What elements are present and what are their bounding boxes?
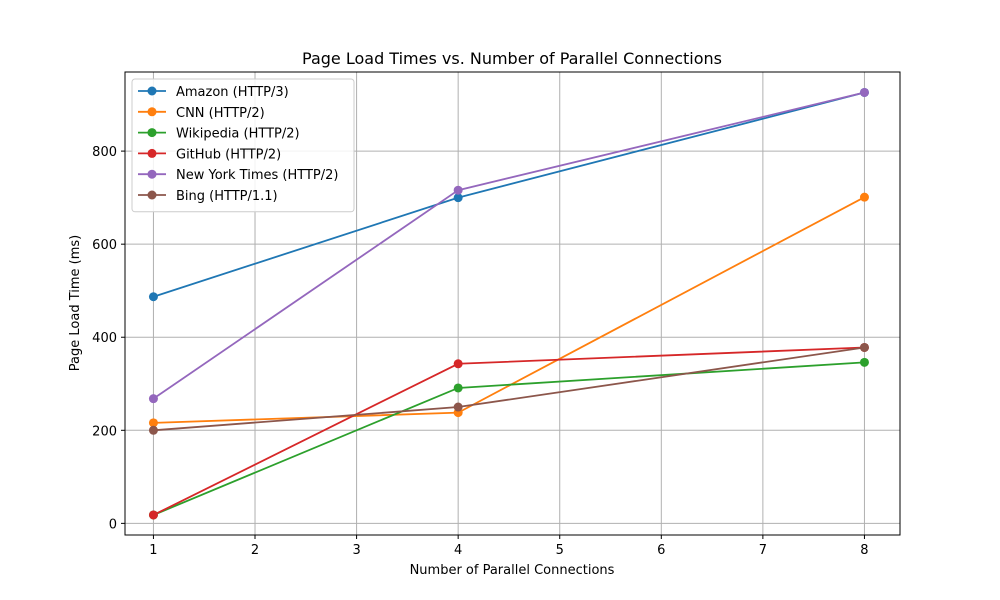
- y-tick-label: 200: [92, 424, 117, 439]
- data-point: [148, 425, 158, 435]
- legend-marker: [147, 107, 157, 117]
- data-point: [453, 193, 463, 203]
- x-tick-label: 8: [860, 543, 868, 558]
- legend: Amazon (HTTP/3) CNN (HTTP/2) Wikipedia (HT…: [131, 78, 355, 213]
- data-point: [453, 185, 463, 195]
- data-point: [148, 292, 158, 302]
- legend-marker: [147, 148, 157, 158]
- grid-lines: [125, 72, 900, 535]
- x-tick-label: 6: [657, 543, 665, 558]
- data-point: [148, 418, 158, 428]
- legend-label: GitHub (HTTP/2): [176, 147, 281, 162]
- y-axis-label: Page Load Time (ms): [68, 235, 83, 371]
- data-point: [148, 510, 158, 520]
- data-point: [859, 342, 869, 352]
- y-axis-ticks: 0 200 400 600 800: [92, 145, 125, 532]
- y-tick-label: 600: [92, 238, 117, 253]
- x-axis-label: Number of Parallel Connections: [410, 563, 615, 578]
- data-point: [453, 359, 463, 369]
- data-point: [859, 192, 869, 202]
- x-tick-label: 1: [149, 543, 157, 558]
- data-point: [453, 383, 463, 393]
- y-tick-label: 0: [109, 517, 117, 532]
- x-tick-label: 2: [251, 543, 259, 558]
- legend-marker: [147, 190, 157, 200]
- legend-label: Wikipedia (HTTP/2): [176, 127, 300, 142]
- legend-label: Bing (HTTP/1.1): [176, 189, 278, 204]
- chart-title: Page Load Times vs. Number of Parallel C…: [302, 49, 722, 68]
- legend-box: [131, 78, 355, 213]
- legend-label: CNN (HTTP/2): [176, 106, 265, 121]
- data-point: [148, 394, 158, 404]
- legend-marker: [147, 86, 157, 96]
- x-tick-label: 7: [759, 543, 767, 558]
- legend-label: New York Times (HTTP/2): [176, 168, 338, 183]
- data-point: [859, 357, 869, 367]
- plot-frame: [124, 71, 901, 536]
- x-tick-label: 4: [454, 543, 462, 558]
- legend-label: Amazon (HTTP/3): [176, 85, 289, 100]
- x-axis-ticks: 1 2 3 4 5 6 7 8: [149, 535, 869, 558]
- y-tick-label: 400: [92, 331, 117, 346]
- y-tick-label: 800: [92, 145, 117, 160]
- x-tick-label: 3: [352, 543, 360, 558]
- data-point: [859, 87, 869, 97]
- legend-marker: [147, 128, 157, 138]
- x-tick-label: 5: [556, 543, 564, 558]
- legend-marker: [147, 169, 157, 179]
- data-points: [148, 87, 869, 520]
- data-point: [453, 402, 463, 412]
